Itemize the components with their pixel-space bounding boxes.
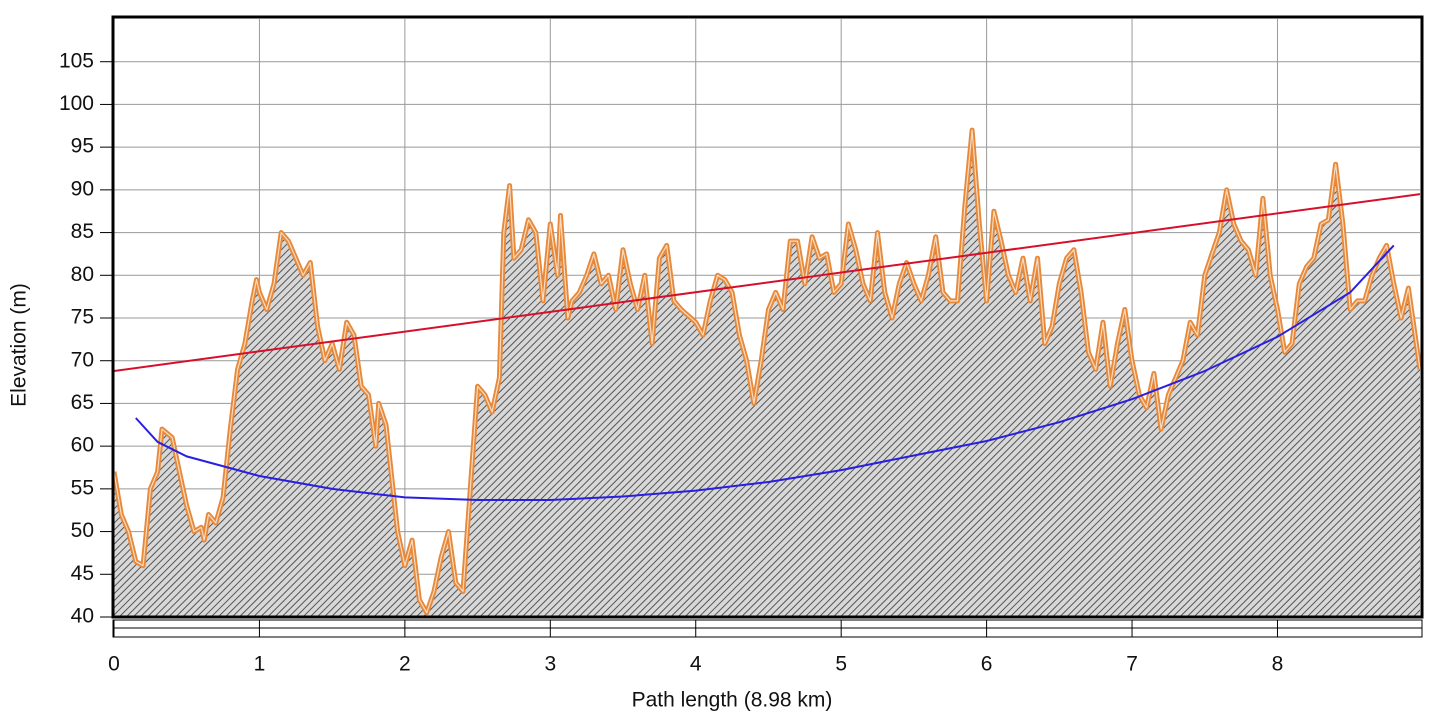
y-tick-label: 50 xyxy=(71,519,94,542)
y-tick-label: 85 xyxy=(71,220,94,243)
series-line xyxy=(135,244,1395,501)
y-tick-label: 60 xyxy=(71,434,94,457)
y-tick-label: 65 xyxy=(71,391,94,414)
y-tick-label: 80 xyxy=(71,263,94,286)
plot-frame xyxy=(111,15,1424,619)
x-tick-label: 1 xyxy=(254,653,266,676)
x-tick-label: 5 xyxy=(835,653,847,676)
x-tick-label: 0 xyxy=(108,653,120,676)
y-tick-label: 70 xyxy=(71,348,94,371)
x-tick-label: 8 xyxy=(1272,653,1284,676)
x-axis-label: Path length (8.98 km) xyxy=(632,689,833,712)
terrain-area xyxy=(114,130,1420,617)
x-tick-label: 7 xyxy=(1126,653,1138,676)
y-tick-label: 75 xyxy=(71,306,94,329)
y-axis-label: Elevation (m) xyxy=(8,283,31,407)
terrain-line-inner xyxy=(113,129,1421,614)
x-tick-label: 3 xyxy=(544,653,556,676)
y-tick-label: 100 xyxy=(59,92,94,115)
y-tick-label: 40 xyxy=(71,605,94,628)
y-tick-label: 95 xyxy=(71,135,94,158)
y-tick-label: 90 xyxy=(71,177,94,200)
y-tick-label: 105 xyxy=(59,49,94,72)
y-tick-label: 55 xyxy=(71,476,94,499)
y-tick-label: 45 xyxy=(71,562,94,585)
x-tick-label: 4 xyxy=(690,653,702,676)
x-tick-label: 6 xyxy=(981,653,993,676)
x-tick-label: 2 xyxy=(399,653,411,676)
series-line xyxy=(113,193,1421,372)
